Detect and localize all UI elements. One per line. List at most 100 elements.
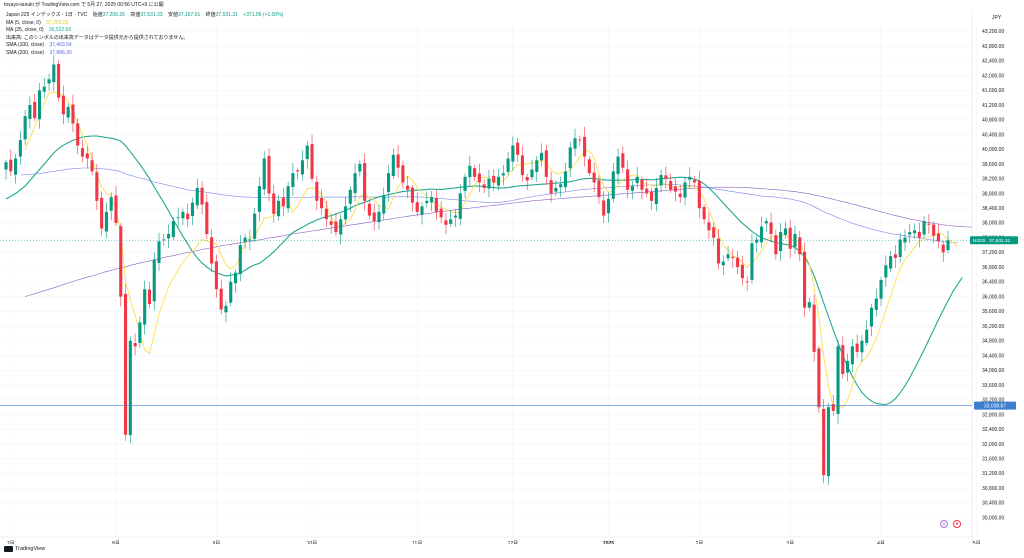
y-tick-label: 40,000.00 bbox=[982, 147, 1004, 153]
candle-body bbox=[210, 237, 214, 264]
candle bbox=[205, 194, 209, 240]
candle bbox=[14, 153, 18, 184]
candle bbox=[783, 221, 787, 239]
candle-body bbox=[104, 211, 108, 232]
candle bbox=[630, 180, 634, 200]
chart-grid bbox=[0, 10, 977, 544]
legend-sma100-row[interactable]: SMA (100, close) 37,463.54 bbox=[6, 42, 283, 50]
candle-body bbox=[176, 217, 180, 219]
candle-body bbox=[501, 173, 505, 176]
candle bbox=[865, 320, 869, 346]
candle-body bbox=[233, 272, 238, 284]
candle-body bbox=[415, 202, 419, 212]
candle-body bbox=[377, 211, 381, 223]
candle bbox=[52, 54, 56, 92]
candle bbox=[583, 126, 587, 167]
candle bbox=[229, 272, 233, 307]
candle bbox=[138, 316, 142, 348]
candle bbox=[496, 168, 501, 191]
price-chart[interactable]: 30,000.00 30,400.00 30,800.00 31,200.00 31,6… bbox=[0, 10, 1024, 544]
candle-body bbox=[219, 288, 223, 310]
sma100-line bbox=[20, 167, 958, 243]
candle-body bbox=[401, 165, 405, 183]
candle bbox=[396, 145, 400, 178]
candle bbox=[626, 160, 630, 199]
candle bbox=[133, 333, 137, 356]
symbol-name[interactable]: Japan 225 インデックス · 1日 · TVC bbox=[6, 12, 88, 18]
reset-zoom-icon[interactable]: ◎ bbox=[940, 520, 948, 528]
candle bbox=[602, 191, 606, 223]
candle bbox=[764, 217, 768, 232]
candle-body bbox=[310, 144, 314, 179]
candle-body bbox=[434, 198, 438, 212]
candle bbox=[750, 233, 754, 284]
candle bbox=[85, 146, 89, 169]
candle-body bbox=[14, 158, 18, 175]
candle bbox=[673, 178, 677, 202]
y-tick-label: 36,800.00 bbox=[982, 265, 1004, 271]
candle bbox=[343, 196, 348, 225]
candle bbox=[788, 219, 792, 258]
candle-body bbox=[841, 345, 845, 374]
candle-body bbox=[721, 261, 725, 266]
last-price-value: 37,531.31 bbox=[989, 238, 1011, 244]
y-tick-label: 31,200.00 bbox=[982, 471, 1004, 477]
candle-body bbox=[822, 408, 826, 476]
legend-ma25-row[interactable]: MA (25, close, 0) 36,522.69 bbox=[6, 27, 283, 35]
candle-body bbox=[4, 162, 8, 170]
candle-body bbox=[707, 222, 711, 231]
candle bbox=[606, 192, 611, 223]
candle bbox=[836, 340, 840, 424]
candle bbox=[903, 229, 907, 251]
candle bbox=[406, 175, 410, 198]
candle-body bbox=[343, 206, 348, 220]
x-tick-label: 7月 bbox=[7, 541, 15, 544]
candle-body bbox=[764, 221, 768, 224]
legend-sma200-row[interactable]: SMA (200, close) 37,886.30 bbox=[6, 50, 283, 58]
y-tick-label: 40,400.00 bbox=[982, 132, 1004, 138]
candle-body bbox=[516, 142, 520, 155]
candle bbox=[736, 250, 740, 274]
candle bbox=[128, 336, 132, 444]
candle-body bbox=[430, 197, 434, 203]
tradingview-logo[interactable]: TradingView bbox=[4, 546, 45, 552]
candle-body bbox=[688, 176, 692, 180]
candle bbox=[425, 191, 429, 208]
legend-symbol-row: Japan 225 インデックス · 1日 · TVC 始値37,209.26 … bbox=[6, 12, 283, 20]
y-tick-label: 40,800.00 bbox=[982, 118, 1004, 124]
open-label: 始値 bbox=[92, 12, 103, 18]
candle bbox=[473, 164, 477, 181]
candle-body bbox=[291, 173, 295, 187]
record-icon[interactable]: ● bbox=[953, 520, 961, 528]
candle-body bbox=[659, 175, 663, 186]
y-tick-label: 32,400.00 bbox=[982, 427, 1004, 433]
candle bbox=[946, 230, 950, 254]
candle bbox=[224, 300, 228, 323]
candle-body bbox=[736, 257, 740, 268]
time-axis: 7月8月9月10月11月12月20252月3月4月5月6月 bbox=[7, 541, 981, 544]
candle-body bbox=[793, 233, 797, 247]
sma200-value: 37,886.30 bbox=[49, 49, 72, 56]
legend-ma5-row[interactable]: MA (5, close, 0) 37,355.05 bbox=[6, 20, 283, 28]
candle bbox=[726, 245, 730, 262]
candle-body bbox=[802, 251, 807, 308]
candle-body bbox=[549, 180, 553, 194]
candle bbox=[9, 149, 13, 176]
candle-body bbox=[468, 165, 472, 178]
y-tick-label: 38,800.00 bbox=[982, 191, 1004, 197]
candle-body bbox=[214, 261, 218, 290]
candle-body bbox=[90, 160, 94, 172]
candle-body bbox=[611, 171, 615, 199]
candle-body bbox=[52, 64, 56, 83]
candle bbox=[922, 216, 926, 239]
candle bbox=[57, 60, 61, 102]
last-price-symbol: NI225 bbox=[973, 238, 986, 243]
candle bbox=[669, 173, 673, 193]
candle bbox=[176, 207, 180, 228]
candle-body bbox=[917, 231, 921, 238]
candle bbox=[367, 198, 371, 220]
candle-body bbox=[167, 233, 171, 239]
candle bbox=[860, 335, 864, 363]
candle-body bbox=[817, 348, 821, 408]
candle-body bbox=[649, 191, 654, 201]
